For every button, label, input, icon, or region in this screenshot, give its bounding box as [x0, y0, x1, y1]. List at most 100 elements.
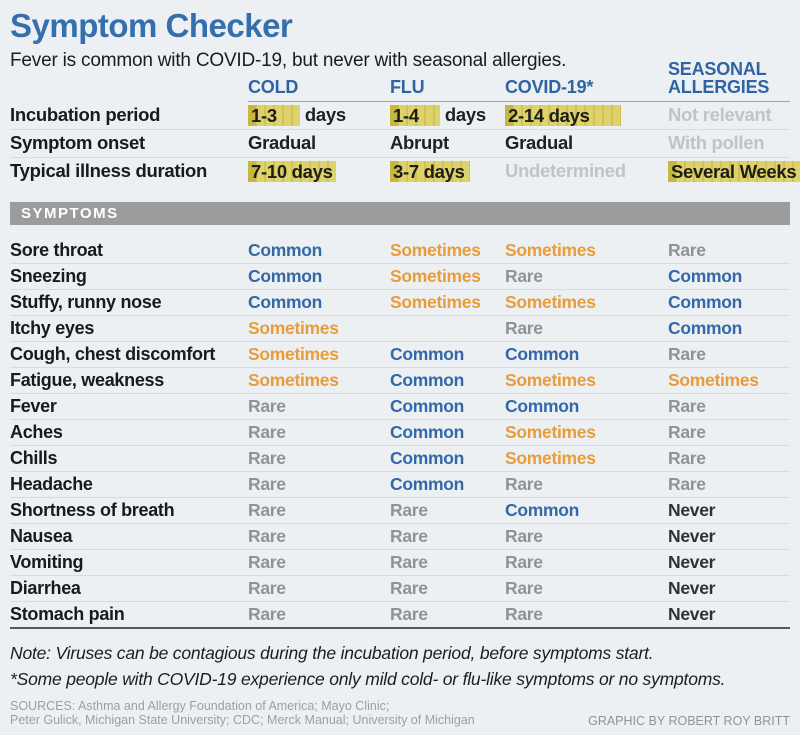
cell: Gradual	[248, 132, 316, 154]
cell: Rare	[390, 577, 428, 598]
column-header-allergies: SEASONAL ALLERGIES	[668, 60, 790, 102]
column-header-covid: COVID-19*	[505, 78, 668, 102]
cell: Common	[248, 291, 323, 312]
cell: Rare	[248, 525, 286, 546]
row-label: Vomiting	[10, 551, 84, 572]
cell: Common	[505, 395, 580, 416]
cell: Common	[390, 447, 465, 468]
cell: 2-14 days	[505, 104, 668, 127]
table-row: Nausea Rare Rare Rare Never	[10, 522, 790, 549]
table-row: Shortness of breath Rare Rare Common Never	[10, 496, 790, 523]
cell: Rare	[505, 317, 543, 338]
duration-highlight: 1-3	[248, 105, 300, 127]
page-title: Symptom Checker	[10, 7, 293, 44]
cell: Rare	[390, 603, 428, 624]
row-label: Typical illness duration	[10, 160, 208, 182]
cell: Sometimes	[248, 317, 339, 338]
cell: 1-4 days	[390, 104, 505, 127]
column-header-cold: COLD	[248, 78, 390, 102]
cell: Rare	[248, 447, 286, 468]
table-row: Cough, chest discomfort Sometimes Common Co…	[10, 340, 790, 367]
cell: Sometimes	[390, 265, 481, 286]
cell: Common	[390, 421, 465, 442]
cell: Common	[248, 239, 323, 260]
symptoms-table: Sore throat Common Sometimes Sometimes Rare S…	[10, 238, 790, 629]
row-label: Stuffy, runny nose	[10, 291, 162, 312]
duration-highlight: Several Weeks	[668, 161, 800, 183]
cell: Never	[668, 577, 716, 598]
table-row: Fatigue, weakness Sometimes Common Sometime…	[10, 366, 790, 393]
duration-highlight: 7-10 days	[248, 161, 336, 183]
cell: Rare	[668, 239, 706, 260]
table-row: Symptom onset Gradual Abrupt Gradual With po…	[10, 128, 790, 157]
cell: Rare	[668, 473, 706, 494]
cell: Common	[668, 291, 743, 312]
table-row: Incubation period 1-3 days 1-4 days 2-14 da…	[10, 102, 790, 129]
column-header-spacer	[10, 97, 248, 102]
cell: With pollen	[668, 132, 765, 154]
cell: Rare	[505, 525, 543, 546]
cell: Rare	[505, 473, 543, 494]
column-header-row: COLD FLU COVID-19* SEASONAL ALLERGIES	[10, 60, 790, 102]
cell: Never	[668, 603, 716, 624]
row-label: Sneezing	[10, 265, 87, 286]
cell: Sometimes	[505, 239, 596, 260]
table-row: Diarrhea Rare Rare Rare Never	[10, 574, 790, 601]
cell: Rare	[248, 577, 286, 598]
cell: Abrupt	[390, 132, 449, 154]
cell: Rare	[505, 603, 543, 624]
row-label: Sore throat	[10, 239, 103, 260]
cell: 7-10 days	[248, 160, 390, 183]
comparison-table: Incubation period 1-3 days 1-4 days 2-14 da…	[10, 102, 800, 185]
cell: Common	[390, 343, 465, 364]
cell: 1-3 days	[248, 104, 390, 127]
row-label: Stomach pain	[10, 603, 125, 624]
table-row: Vomiting Rare Rare Rare Never	[10, 548, 790, 575]
table-row: Headache Rare Common Rare Rare	[10, 470, 790, 497]
cell: Common	[668, 265, 743, 286]
table-row: Itchy eyes Sometimes Rare Common	[10, 314, 790, 341]
cell: Common	[505, 499, 580, 520]
cell: Common	[390, 473, 465, 494]
cell: Rare	[668, 447, 706, 468]
symptoms-section-bar: SYMPTOMS	[10, 201, 790, 225]
cell: Sometimes	[390, 291, 481, 312]
duration-highlight: 3-7 days	[390, 161, 470, 183]
row-label: Nausea	[10, 525, 73, 546]
cell: Not relevant	[668, 104, 772, 126]
cell: Common	[668, 317, 743, 338]
sources-line-2: Peter Gulick, Michigan State University;…	[10, 713, 475, 728]
row-label: Fever	[10, 395, 57, 416]
cell: Sometimes	[248, 343, 339, 364]
cell: Sometimes	[505, 291, 596, 312]
table-row: Sneezing Common Sometimes Rare Common	[10, 262, 790, 289]
duration-highlight: 2-14 days	[505, 105, 621, 127]
cell: Rare	[505, 577, 543, 598]
cell: Rare	[248, 421, 286, 442]
cell: Rare	[505, 551, 543, 572]
cell: 3-7 days	[390, 160, 505, 183]
table-row: Stuffy, runny nose Common Sometimes Sometim…	[10, 288, 790, 315]
symptoms-section-label: SYMPTOMS	[21, 204, 119, 222]
table-row: Chills Rare Common Sometimes Rare	[10, 444, 790, 471]
row-label: Symptom onset	[10, 132, 145, 154]
table-row: Stomach pain Rare Rare Rare Never	[10, 600, 790, 627]
subtitle: Fever is common with COVID-19, but never…	[10, 49, 567, 71]
credit: GRAPHIC BY ROBERT ROY BRITT	[588, 713, 790, 728]
row-label: Incubation period	[10, 104, 161, 126]
cell: Never	[668, 525, 716, 546]
row-label: Shortness of breath	[10, 499, 175, 520]
footer: SOURCES: Asthma and Allergy Foundation o…	[10, 699, 790, 728]
row-label: Cough, chest discomfort	[10, 343, 216, 364]
cell: Rare	[390, 551, 428, 572]
row-label: Chills	[10, 447, 58, 468]
cell: Rare	[390, 499, 428, 520]
row-label: Itchy eyes	[10, 317, 95, 338]
column-header-flu: FLU	[390, 78, 505, 102]
row-label: Aches	[10, 421, 63, 442]
cell: Sometimes	[505, 421, 596, 442]
note-incubation: Note: Viruses can be contagious during t…	[10, 642, 654, 663]
cell: Sometimes	[390, 239, 481, 260]
cell: Never	[668, 551, 716, 572]
